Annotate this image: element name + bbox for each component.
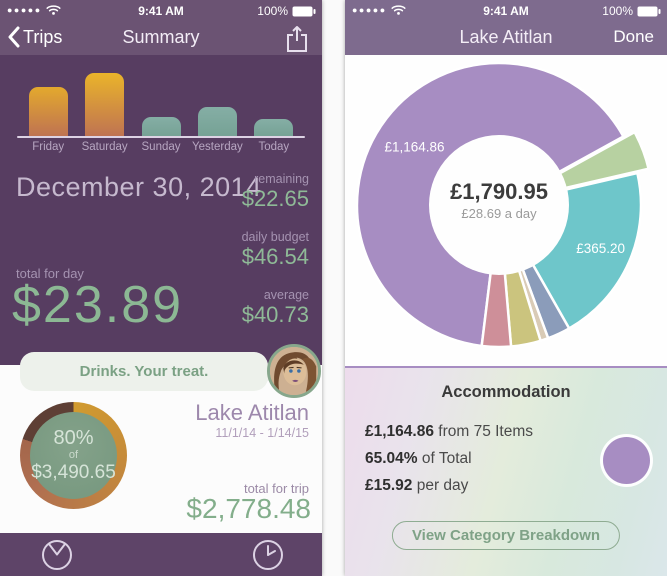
category-color-swatch[interactable]	[603, 437, 650, 484]
bar-label-friday: Friday	[32, 141, 65, 153]
signal-dots-icon: ●●●●●	[352, 5, 387, 15]
remaining-block: remaining $22.65	[242, 172, 309, 212]
trip-per-day: £28.69 a day	[461, 206, 537, 221]
trip-dates: 11/1/14 - 1/14/15	[215, 426, 309, 440]
day-bar-chart	[20, 68, 302, 136]
trip-pct: 80%	[53, 427, 94, 449]
right-header: ●●●●● 9:41 AM 100% Lake	[345, 0, 667, 55]
bar-today	[254, 119, 294, 136]
bar-friday	[28, 87, 68, 136]
battery-percent: 100%	[257, 4, 288, 18]
bar-slot	[76, 73, 132, 136]
daily-budget-label: daily budget	[241, 230, 309, 244]
bar-yesterday	[197, 107, 237, 136]
bottom-toolbar	[0, 533, 322, 576]
clock-history-icon	[253, 540, 283, 570]
back-chevron-icon	[8, 26, 20, 48]
bar-slot	[246, 119, 302, 136]
bar-slot	[189, 107, 245, 136]
battery-percent: 100%	[602, 4, 633, 18]
category-detail-panel: Accommodation £1,164.86 from 75 Items 65…	[345, 366, 667, 576]
view-category-breakdown-button[interactable]: View Category Breakdown	[391, 521, 621, 550]
pie-label-accommodation: £1,164.86	[384, 139, 444, 154]
back-label: Trips	[23, 26, 63, 47]
wifi-icon	[391, 5, 406, 15]
done-button[interactable]: Done	[613, 27, 654, 46]
trip-of: of	[68, 449, 79, 461]
page-title: Summary	[122, 27, 200, 47]
wifi-icon	[46, 5, 61, 15]
average-block: average $40.73	[242, 288, 309, 328]
nav-bar: Lake Atitlan Done	[345, 22, 667, 55]
avatar-illustration-icon	[270, 347, 318, 395]
daily-budget-block: daily budget $46.54	[242, 230, 309, 270]
tip-text: Drinks. Your treat.	[79, 363, 209, 380]
tip-speech-bubble: Drinks. Your treat.	[20, 352, 277, 391]
bar-saturday	[85, 73, 125, 136]
total-for-trip-value: $2,778.48	[186, 493, 311, 524]
trip-summary-section: 80% of $3,490.65 Lake Atitlan 11/1/14 - …	[0, 365, 322, 533]
category-name: Accommodation	[441, 383, 571, 401]
bar-slot	[133, 117, 189, 136]
pie-slice-category-pink[interactable]	[480, 203, 513, 349]
page-title: Lake Atitlan	[459, 27, 553, 47]
summary-body: Friday Saturday Sunday Yesterday Today Decem…	[0, 55, 322, 365]
signal-dots-icon: ●●●●●	[7, 5, 42, 15]
stat-row-perday: £15.92 per day	[365, 477, 469, 494]
back-button[interactable]: Trips	[8, 26, 62, 48]
categories-tab-button[interactable]	[39, 537, 75, 573]
bar-label-sunday: Sunday	[141, 141, 181, 153]
nav-bar: Trips Summary	[0, 22, 322, 55]
pie-label-category-teal: £365.20	[576, 241, 625, 256]
bar-slot	[20, 87, 76, 136]
trip-name: Lake Atitlan	[195, 400, 309, 425]
stat-row-amount: £1,164.86 from 75 Items	[365, 423, 534, 440]
share-icon	[287, 26, 307, 52]
pie-donut-hole	[429, 135, 569, 275]
chart-baseline	[17, 136, 305, 138]
summary-screen: ●●●●● 9:41 AM 100%	[0, 0, 322, 576]
pie-chart-area: £1,164.86 £365.20 £1,790.95 £28.69 a day	[345, 55, 667, 366]
current-date: December 30, 2014	[16, 172, 262, 202]
clock-time: 9:41 AM	[483, 4, 529, 18]
share-button[interactable]	[284, 24, 310, 54]
avatar	[267, 344, 321, 398]
bar-label-yesterday: Yesterday	[192, 141, 243, 153]
day-bar-labels: Friday Saturday Sunday Yesterday Today	[20, 141, 302, 153]
remaining-value: $22.65	[241, 186, 309, 211]
bar-label-saturday: Saturday	[81, 141, 128, 153]
battery-icon	[637, 6, 661, 16]
remaining-label: remaining	[254, 172, 309, 186]
battery-icon	[292, 6, 316, 16]
average-value: $40.73	[241, 302, 309, 327]
bar-sunday	[141, 117, 181, 136]
total-for-trip-label: total for trip	[243, 481, 309, 496]
status-bar: ●●●●● 9:41 AM 100%	[345, 0, 667, 22]
category-detail-screen: ●●●●● 9:41 AM 100% Lake	[345, 0, 667, 576]
category-stats: £1,164.86 from 75 Items 65.04% of Total …	[365, 418, 533, 499]
total-for-day-value: $23.89	[12, 276, 184, 334]
trip-total-spent: £1,790.95	[450, 179, 548, 204]
history-tab-button[interactable]	[250, 537, 286, 573]
category-pie-chart[interactable]: £1,164.86 £365.20	[345, 55, 667, 366]
average-label: average	[263, 288, 309, 302]
pie-center-text: £1,790.95 £28.69 a day	[429, 179, 569, 223]
status-bar: ●●●●● 9:41 AM 100%	[0, 0, 322, 22]
daily-budget-value: $46.54	[241, 244, 309, 269]
stat-row-percent: 65.04% of Total	[365, 450, 472, 467]
left-header: ●●●●● 9:41 AM 100%	[0, 0, 322, 55]
trip-progress-donut: 80% of $3,490.65	[20, 402, 127, 509]
trip-budget-amount: $3,490.65	[31, 462, 116, 483]
pie-chart-icon	[42, 540, 72, 570]
bar-label-today: Today	[258, 141, 290, 153]
clock-time: 9:41 AM	[138, 4, 184, 18]
trip-progress-center: 80% of $3,490.65	[30, 412, 117, 499]
total-for-day-label: total for day	[16, 266, 84, 281]
